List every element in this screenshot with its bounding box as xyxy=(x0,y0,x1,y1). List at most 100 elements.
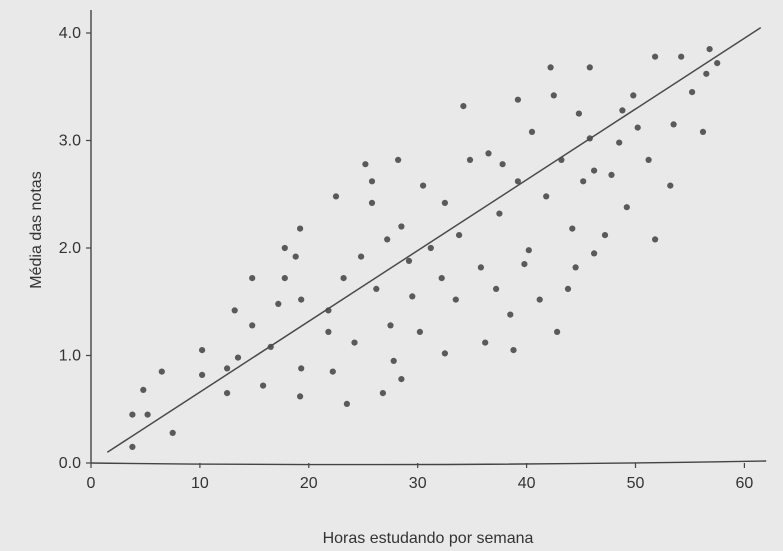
data-point xyxy=(398,223,405,230)
data-point xyxy=(395,156,402,163)
data-point xyxy=(706,46,713,53)
x-tick-label: 50 xyxy=(627,475,645,492)
data-point xyxy=(466,156,474,163)
x-tick-label: 0 xyxy=(87,475,96,492)
data-point xyxy=(514,96,522,103)
data-point xyxy=(667,182,674,189)
data-point xyxy=(343,400,350,407)
data-point xyxy=(564,285,572,292)
x-tick-label: 40 xyxy=(518,475,536,492)
y-tick-label: 2.0 xyxy=(59,240,81,257)
y-axis-title: Média das notas xyxy=(28,171,45,288)
data-point xyxy=(477,264,484,271)
data-point xyxy=(249,322,256,329)
data-point xyxy=(496,210,503,217)
data-point xyxy=(332,193,340,200)
data-point xyxy=(298,296,305,303)
data-point xyxy=(634,124,641,131)
x-tick-label: 30 xyxy=(409,475,427,492)
data-point xyxy=(580,178,587,185)
data-point xyxy=(387,322,394,329)
data-point xyxy=(384,236,391,243)
data-point xyxy=(482,339,489,346)
data-point xyxy=(420,182,427,189)
data-point xyxy=(405,257,413,264)
data-point xyxy=(493,285,500,292)
y-axis: 0.0 1.0 2.0 3.0 4.0 xyxy=(59,10,92,472)
data-point xyxy=(129,443,136,450)
data-point xyxy=(456,232,463,239)
data-point xyxy=(441,350,448,357)
data-point xyxy=(714,60,721,67)
data-point xyxy=(601,232,609,239)
regression-line xyxy=(106,26,762,453)
data-point xyxy=(645,156,652,163)
data-point xyxy=(485,150,492,157)
data-point xyxy=(297,393,304,400)
points-layer xyxy=(129,46,721,450)
data-point xyxy=(591,250,598,257)
y-tick-label: 3.0 xyxy=(59,133,81,150)
data-point xyxy=(550,92,557,99)
data-point xyxy=(703,70,710,77)
data-point xyxy=(678,53,685,60)
data-point xyxy=(689,89,696,96)
x-axis-line xyxy=(90,460,767,466)
data-point xyxy=(591,167,598,174)
data-point xyxy=(379,390,386,397)
data-point xyxy=(298,365,305,372)
data-point xyxy=(525,247,532,254)
x-axis-title: Horas estudando por semana xyxy=(323,530,534,547)
data-point xyxy=(521,261,528,268)
data-point xyxy=(281,275,288,282)
data-point xyxy=(514,178,522,185)
y-tick-label: 1.0 xyxy=(59,348,81,365)
y-tick-label: 4.0 xyxy=(59,25,81,42)
data-point xyxy=(586,64,593,71)
data-point xyxy=(630,92,637,99)
data-point xyxy=(373,285,380,292)
data-point xyxy=(224,390,231,397)
x-tick-label: 20 xyxy=(300,475,318,492)
x-tick-label: 10 xyxy=(191,475,209,492)
data-point xyxy=(409,293,416,300)
data-point xyxy=(536,296,543,303)
data-point xyxy=(340,275,347,282)
data-point xyxy=(619,107,626,114)
data-point xyxy=(234,354,242,361)
data-point xyxy=(507,311,514,318)
data-point xyxy=(499,161,506,168)
data-point xyxy=(129,411,136,418)
data-point xyxy=(140,386,147,393)
data-point xyxy=(452,296,459,303)
data-point xyxy=(281,244,288,252)
data-point xyxy=(416,328,423,335)
data-point xyxy=(623,204,630,211)
data-point xyxy=(325,328,332,335)
data-point xyxy=(351,339,358,346)
data-point xyxy=(510,347,517,354)
data-point xyxy=(297,225,304,232)
data-point xyxy=(275,300,282,307)
data-point xyxy=(292,253,299,260)
data-point xyxy=(575,110,583,117)
data-point xyxy=(543,193,550,200)
data-point xyxy=(169,429,176,436)
data-point xyxy=(572,264,579,271)
data-point xyxy=(652,53,659,60)
data-point xyxy=(569,225,576,232)
data-point xyxy=(547,64,554,71)
data-point xyxy=(249,275,256,282)
data-point xyxy=(144,411,151,418)
data-point xyxy=(460,103,467,110)
y-tick-label: 0.0 xyxy=(59,455,81,472)
regression-layer xyxy=(106,26,762,453)
data-point xyxy=(670,121,677,128)
data-point xyxy=(616,139,623,146)
data-point xyxy=(554,328,561,335)
data-point xyxy=(231,307,238,314)
x-axis: 0 10 20 30 40 50 60 xyxy=(87,460,767,492)
data-point xyxy=(441,199,448,206)
data-point xyxy=(260,382,267,389)
